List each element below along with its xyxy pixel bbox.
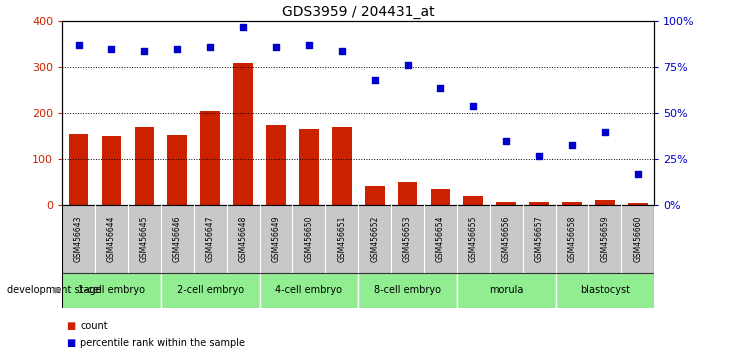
Text: GSM456657: GSM456657	[534, 216, 544, 262]
Bar	[496, 202, 516, 205]
Bar	[556, 273, 654, 308]
Text: ■: ■	[66, 338, 75, 348]
Point	[204, 44, 216, 50]
Bar	[398, 182, 417, 205]
Text: development stage: development stage	[7, 285, 102, 295]
Bar	[200, 111, 220, 205]
Point	[566, 142, 577, 147]
Point	[500, 138, 512, 144]
Text: GSM456645: GSM456645	[140, 216, 149, 262]
Point	[434, 85, 446, 90]
Bar	[62, 273, 161, 308]
Text: GSM456655: GSM456655	[469, 216, 478, 262]
Point	[105, 46, 117, 52]
Point	[468, 103, 480, 109]
Text: GSM456643: GSM456643	[74, 216, 83, 262]
Text: 8-cell embryo: 8-cell embryo	[374, 285, 441, 295]
Text: blastocyst: blastocyst	[580, 285, 630, 295]
Point	[303, 42, 314, 48]
Bar	[102, 136, 121, 205]
Point	[533, 153, 545, 159]
Text: percentile rank within the sample: percentile rank within the sample	[80, 338, 246, 348]
Bar	[457, 273, 556, 308]
Text: GSM456660: GSM456660	[633, 216, 643, 262]
Text: GSM456644: GSM456644	[107, 216, 116, 262]
Bar	[562, 202, 582, 205]
Bar	[233, 63, 253, 205]
Text: 2-cell embryo: 2-cell embryo	[177, 285, 243, 295]
Text: GSM456654: GSM456654	[436, 216, 445, 262]
Bar	[431, 189, 450, 205]
Bar	[161, 273, 260, 308]
Bar	[266, 125, 286, 205]
Text: GSM456652: GSM456652	[370, 216, 379, 262]
Bar	[260, 273, 358, 308]
Point	[632, 171, 643, 177]
Bar	[595, 200, 615, 205]
Text: GSM456651: GSM456651	[337, 216, 346, 262]
Text: 4-cell embryo: 4-cell embryo	[276, 285, 342, 295]
Title: GDS3959 / 204431_at: GDS3959 / 204431_at	[282, 5, 434, 19]
Point	[368, 77, 380, 83]
Text: 1-cell embryo: 1-cell embryo	[78, 285, 145, 295]
Bar	[332, 127, 352, 205]
Point	[599, 129, 610, 135]
Text: GSM456658: GSM456658	[567, 216, 577, 262]
Text: count: count	[80, 321, 108, 331]
Bar	[529, 202, 549, 205]
Text: GSM456653: GSM456653	[403, 216, 412, 262]
Text: GSM456650: GSM456650	[304, 216, 314, 262]
Text: GSM456659: GSM456659	[600, 216, 610, 262]
Text: GSM456649: GSM456649	[271, 216, 281, 262]
Point	[270, 44, 282, 50]
Bar	[135, 127, 154, 205]
Bar	[358, 273, 457, 308]
Point	[171, 46, 183, 52]
Bar	[628, 203, 648, 205]
Point	[401, 63, 413, 68]
Bar	[365, 186, 385, 205]
Bar	[167, 135, 187, 205]
Text: GSM456656: GSM456656	[501, 216, 511, 262]
Text: morula: morula	[489, 285, 523, 295]
Bar	[463, 196, 483, 205]
Point	[139, 48, 151, 53]
Point	[73, 42, 85, 48]
Point	[237, 24, 249, 30]
Bar	[299, 130, 319, 205]
Bar	[69, 134, 88, 205]
Text: GSM456646: GSM456646	[173, 216, 182, 262]
Point	[336, 48, 347, 53]
Text: GSM456647: GSM456647	[205, 216, 215, 262]
Text: ■: ■	[66, 321, 75, 331]
Text: GSM456648: GSM456648	[238, 216, 248, 262]
